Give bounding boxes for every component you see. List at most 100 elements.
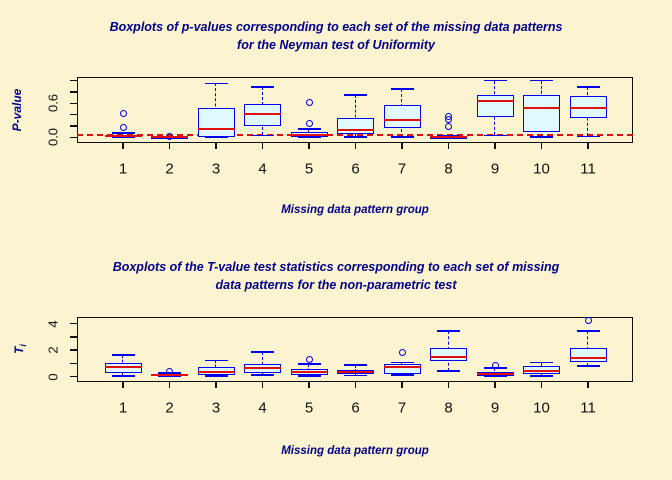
boxplot-group-6: 6 [78,78,632,178]
median-line [569,356,607,359]
upper-whisker-cap [344,93,367,96]
lower-whisker-cap [251,374,274,377]
median-line [104,365,142,368]
upper-whisker-cap [111,132,135,134]
upper-whisker-cap [530,79,553,82]
lower-whisker-cap [297,136,321,139]
x-tick-label: 10 [533,160,550,178]
y-tick-label: 0 [45,372,61,381]
lower-whisker-cap [251,134,274,137]
lower-whisker-cap [483,375,507,378]
y-tick [69,113,77,116]
boxplot-group-8: 8 [78,318,632,417]
y-tick [69,79,77,82]
boxplot-group-5: 5 [78,78,632,178]
boxplot-group-10: 10 [78,78,632,178]
boxplot-group-9: 9 [78,78,632,178]
outlier-point [584,317,592,325]
boxplot-group-6: 6 [78,318,632,417]
median-line [523,107,560,110]
median-line [430,135,467,138]
upper-whisker-cap [530,361,553,364]
lower-whisker-cap [576,365,600,367]
x-tick-label: 1 [118,160,128,178]
whisker-line [354,365,356,376]
boxplot-group-2: 2 [78,318,632,417]
outlier-point [445,123,452,131]
median-line [244,112,281,115]
x-tick [494,381,496,388]
boxplot-group-2: 2 [78,78,632,178]
x-tick [168,381,171,388]
pvalue-chart-title-line2: for the Neyman test of Uniformity [237,38,435,52]
lower-whisker-cap [390,136,414,138]
median-line [104,135,142,138]
y-tick [69,336,77,338]
x-tick [540,142,543,149]
x-tick-label: 5 [304,160,314,178]
y-tick [69,136,77,139]
iqr-box [476,94,514,117]
outlier-point [445,112,452,120]
median-line [197,370,235,373]
upper-whisker-cap [204,82,228,85]
lower-whisker-cap [111,375,135,377]
x-tick [447,381,450,388]
boxplot-group-9: 9 [78,318,632,417]
upper-whisker-cap [204,359,228,362]
x-tick [308,142,310,149]
x-tick-label: 10 [533,399,550,417]
y-tick-label: 0.6 [45,94,61,113]
x-tick [168,142,171,149]
upper-whisker-cap [297,362,321,365]
x-tick-label: 2 [165,160,174,178]
lower-whisker-cap [158,375,181,378]
y-tick-label: 0.0 [45,128,61,147]
y-tick [69,125,77,127]
median-line [476,100,514,103]
lower-whisker-cap [390,374,414,377]
outlier-point [305,355,313,363]
median-line [523,370,560,373]
median-line [290,134,328,137]
lower-whisker-cap [530,136,553,138]
pvalue-y-axis-label: P-value [9,88,24,132]
median-line [244,366,281,369]
whisker-line [494,367,496,377]
x-tick-label: 9 [490,399,500,417]
outlier-point [491,361,499,369]
tvalue-chart-title-line2: data patterns for the non-parametric tes… [215,278,457,292]
median-line [337,371,374,374]
iqr-box [569,347,607,362]
x-tick [308,381,310,388]
boxplot-group-11: 11 [78,317,632,417]
x-tick-label: 3 [211,399,221,417]
lower-whisker-cap [576,135,600,138]
x-tick-label: 1 [118,399,128,417]
lower-whisker-cap [204,136,228,138]
y-tick-label: 2 [45,346,61,354]
x-tick [354,381,357,388]
y-tick [69,362,77,365]
x-tick-label: 5 [304,399,314,417]
iqr-box [383,105,421,129]
iqr-box [383,364,421,374]
x-tick-label: 3 [211,160,221,178]
lower-whisker-cap [297,375,321,377]
x-tick [494,142,496,149]
x-tick [122,381,124,388]
tvalue-chart-title: Boxplots of the T-value test statistics … [40,258,632,294]
upper-whisker-cap [576,86,600,88]
pvalue-chart-title-line1: Boxplots of p-values corresponding to ea… [109,20,563,34]
outlier-point [398,348,406,356]
boxplot-group-5: 5 [78,318,632,417]
x-tick [587,381,589,388]
upper-whisker-cap [251,351,274,353]
tvalue-chart-title-line1: Boxplots of the T-value test statistics … [112,260,560,274]
x-tick-label: 7 [397,160,407,178]
lower-whisker-cap [344,136,367,138]
iqr-box [523,366,560,374]
upper-whisker-cap [251,86,274,88]
median-line [151,373,188,376]
